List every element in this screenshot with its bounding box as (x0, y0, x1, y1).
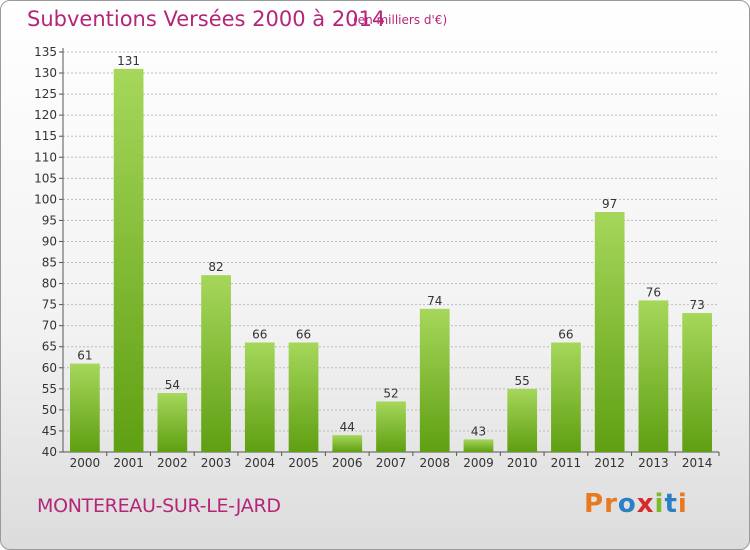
logo-letter: P (584, 489, 605, 519)
bar-value-label: 61 (77, 349, 92, 363)
bar-value-label: 131 (117, 54, 140, 68)
bar-value-label: 66 (296, 328, 311, 342)
y-tick-label: 65 (42, 340, 57, 354)
bar-value-label: 82 (208, 260, 223, 274)
bar (463, 439, 494, 452)
bar-value-label: 55 (515, 374, 530, 388)
x-tick-label: 2003 (201, 456, 232, 470)
x-tick-label: 2006 (332, 456, 363, 470)
bar-value-label: 74 (427, 294, 442, 308)
x-tick-label: 2000 (70, 456, 101, 470)
bar-value-label: 76 (646, 285, 661, 299)
bar-value-label: 54 (165, 378, 180, 392)
y-tick-label: 85 (42, 256, 57, 270)
bar (244, 342, 275, 452)
x-tick-label: 2013 (638, 456, 669, 470)
y-tick-label: 40 (42, 445, 57, 459)
y-tick-label: 110 (34, 150, 57, 164)
y-tick-label: 95 (42, 213, 57, 227)
chart-title: Subventions Versées 2000 à 2014 (27, 7, 386, 31)
x-tick-label: 2004 (245, 456, 276, 470)
y-tick-label: 135 (34, 45, 57, 59)
y-tick-label: 75 (42, 298, 57, 312)
x-tick-label: 2001 (113, 456, 144, 470)
bar (551, 342, 581, 452)
bar (594, 212, 625, 452)
y-tick-label: 105 (34, 171, 57, 185)
x-tick-label: 2011 (551, 456, 582, 470)
x-tick-label: 2009 (463, 456, 494, 470)
bar-value-label: 44 (340, 420, 355, 434)
bar (288, 342, 319, 452)
y-tick-label: 60 (42, 361, 57, 375)
bar (376, 401, 406, 452)
bar (113, 68, 144, 452)
y-tick-label: 55 (42, 382, 57, 396)
logo-letter: o (617, 489, 637, 519)
proxiti-logo[interactable]: Proxiti (584, 489, 688, 519)
chart-subtitle: (en milliers d'€) (353, 13, 448, 27)
logo-letter: x (636, 489, 655, 519)
bar-value-label: 66 (252, 328, 267, 342)
bar (507, 388, 538, 452)
bar (638, 300, 669, 452)
x-tick-label: 2002 (157, 456, 188, 470)
logo-letter: t (664, 489, 678, 519)
x-tick-label: 2012 (594, 456, 625, 470)
logo-letter: r (604, 489, 618, 519)
x-tick-label: 2014 (682, 456, 713, 470)
bar (332, 435, 363, 452)
y-tick-label: 45 (42, 424, 57, 438)
y-tick-label: 115 (34, 129, 57, 143)
bar (419, 308, 450, 452)
x-tick-label: 2005 (288, 456, 319, 470)
bar (69, 363, 100, 452)
y-tick-label: 80 (42, 277, 57, 291)
y-tick-label: 90 (42, 234, 57, 248)
bar (201, 275, 231, 452)
x-tick-label: 2007 (376, 456, 407, 470)
y-tick-label: 120 (34, 108, 57, 122)
y-tick-label: 130 (34, 66, 57, 80)
commune-name: MONTEREAU-SUR-LE-JARD (37, 495, 281, 517)
bar-value-label: 73 (689, 298, 704, 312)
logo-letter: i (654, 489, 665, 519)
bar-value-label: 97 (602, 197, 617, 211)
x-tick-label: 2010 (507, 456, 538, 470)
y-tick-label: 100 (34, 192, 57, 206)
x-tick-label: 2008 (419, 456, 450, 470)
bar (157, 393, 188, 452)
bar (682, 313, 713, 452)
y-tick-label: 125 (34, 87, 57, 101)
y-tick-label: 70 (42, 319, 57, 333)
bar-value-label: 66 (558, 328, 573, 342)
bar-value-label: 43 (471, 424, 486, 438)
y-tick-label: 50 (42, 403, 57, 417)
logo-letter: i (677, 489, 688, 519)
bar-value-label: 52 (383, 386, 398, 400)
